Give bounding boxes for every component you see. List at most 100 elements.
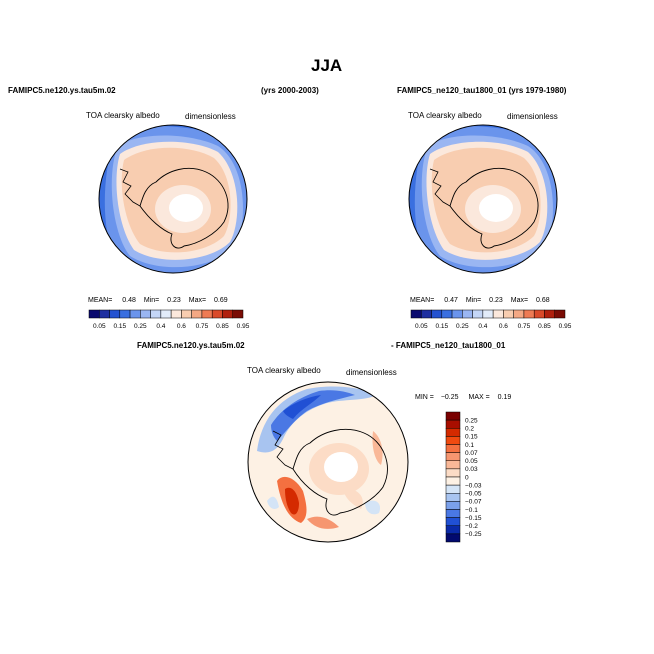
panel3-colorbar-swatch — [445, 436, 461, 445]
panel2-colorbar-swatch — [421, 309, 432, 319]
panel2-colorbar-swatch — [431, 309, 443, 319]
panel1-colorbar-swatch — [129, 309, 141, 319]
panel3-colorbar: 0.250.20.150.10.070.050.030−0.03−0.05−0.… — [445, 411, 482, 543]
panel2-units: dimensionless — [507, 112, 558, 121]
panel3-colorbar-swatch — [445, 411, 461, 421]
panel3-colorbar-tick-label: 0.05 — [465, 458, 478, 465]
panel3-colorbar-swatch — [445, 428, 461, 437]
panel2-colorbar-tick-label: 0.6 — [499, 323, 508, 330]
panel2-colorbar-tick-label: 0.15 — [435, 323, 448, 330]
panel2-colorbar-tick-label: 0.05 — [415, 323, 428, 330]
panel2-field — [409, 125, 557, 273]
panel2-colorbar-tick-label: 0.25 — [456, 323, 469, 330]
panel1-colorbar-tick-label: 0.25 — [134, 323, 147, 330]
panel3-colorbar-tick-label: 0.07 — [465, 450, 478, 457]
panel2-max-value: 0.68 — [536, 297, 550, 304]
panel2-stats: MEAN= 0.47 Min= 0.23 Max= 0.68 — [410, 297, 550, 304]
panel1-variable: TOA clearsky albedo — [86, 111, 160, 120]
panel1-colorbar-swatch — [181, 309, 192, 319]
panel3-colorbar-tick-label: −0.03 — [465, 482, 482, 489]
panel1-mean-label: MEAN= — [88, 297, 113, 304]
panel3-stats: MIN = −0.25 MAX = 0.19 — [415, 394, 511, 401]
panel3-max-value: 0.19 — [497, 394, 512, 401]
panel1-colorbar-swatch — [140, 309, 151, 319]
panel3-colorbar-tick-label: −0.2 — [465, 523, 478, 530]
panel2-colorbar-swatch — [492, 309, 504, 319]
panel2-colorbar-swatch — [523, 309, 535, 319]
panel3-colorbar-tick-label: 0 — [465, 474, 469, 481]
panel1-colorbar-swatch — [232, 309, 244, 319]
panel3-colorbar-swatch — [445, 517, 461, 526]
panel2-colorbar-swatch — [544, 309, 555, 319]
panel3-colorbar-swatch — [445, 509, 461, 518]
diff-case-a-label: FAMIPC5.ne120.ys.tau5m.02 — [137, 341, 245, 350]
diff-case-b-label: - FAMIPC5_ne120_tau1800_01 — [391, 341, 506, 350]
panel2-colorbar-swatch — [482, 309, 494, 319]
panel2-colorbar-tick-label: 0.4 — [478, 323, 487, 330]
page-title: JJA — [311, 56, 343, 75]
panel1-colorbar-swatch — [160, 309, 172, 319]
panel1-stats: MEAN= 0.48 Min= 0.23 Max= 0.69 — [88, 297, 228, 304]
panel3-colorbar-swatch — [445, 460, 461, 470]
right-case-label: FAMIPC5_ne120_tau1800_01 (yrs 1979-1980) — [397, 86, 567, 95]
panel1-colorbar-tick-label: 0.6 — [177, 323, 186, 330]
panel1-colorbar-swatch — [222, 309, 233, 319]
panel2-min-value: 0.23 — [489, 297, 503, 304]
panel1-colorbar-swatch — [201, 309, 213, 319]
panel1-colorbar-swatch — [191, 309, 203, 319]
panel3-colorbar-tick-label: 0.25 — [465, 417, 478, 424]
panel2-min-label: Min= — [465, 297, 482, 304]
panel3-colorbar-tick-label: 0.2 — [465, 426, 474, 433]
panel1-field — [99, 125, 247, 273]
panel2-colorbar-swatch — [451, 309, 463, 319]
panel3-colorbar-tick-label: 0.15 — [465, 434, 478, 441]
panel3-colorbar-tick-label: 0.03 — [465, 466, 478, 473]
panel2-mean-label: MEAN= — [410, 297, 435, 304]
panel1-colorbar-swatch — [211, 309, 223, 319]
panel1-colorbar-tick-label: 0.05 — [93, 323, 106, 330]
panel3-colorbar-tick-label: −0.25 — [465, 531, 482, 538]
panel3-colorbar-swatch — [445, 533, 461, 543]
panel1-map — [98, 124, 248, 274]
panel1-mean-value: 0.48 — [122, 297, 136, 304]
panel1-units: dimensionless — [185, 112, 236, 121]
panel2-colorbar-swatch — [462, 309, 473, 319]
panel2-colorbar-swatch — [441, 309, 453, 319]
panel1-colorbar-swatch — [170, 309, 182, 319]
panel3-max-label: MAX = — [468, 394, 490, 401]
panel1-colorbar-swatch — [99, 309, 110, 319]
panel3-min-label: MIN = — [415, 394, 434, 401]
panel2-colorbar-tick-label: 0.85 — [538, 323, 551, 330]
panel2-variable: TOA clearsky albedo — [408, 111, 482, 120]
panel3-min-value: −0.25 — [440, 394, 459, 401]
panel3-colorbar-swatch — [445, 476, 461, 486]
panel3-colorbar-swatch — [445, 468, 461, 478]
panel2-colorbar-swatch — [410, 309, 422, 319]
panel3-variable: TOA clearsky albedo — [247, 366, 321, 375]
panel1-colorbar-tick-label: 0.95 — [237, 323, 250, 330]
panel3-colorbar-tick-label: −0.1 — [465, 507, 478, 514]
panel1-min-value: 0.23 — [167, 297, 181, 304]
panel2-max-label: Max= — [510, 297, 529, 304]
left-case-label: FAMIPC5.ne120.ys.tau5m.02 — [8, 86, 116, 95]
panel3-map — [247, 381, 409, 543]
panel2-mean-value: 0.47 — [444, 297, 458, 304]
panel1-max-value: 0.69 — [214, 297, 228, 304]
panel2-colorbar: 0.05 0.15 0.25 0.4 0.6 0.75 0.85 0.95 — [410, 309, 572, 330]
panel3-colorbar-tick-label: −0.05 — [465, 491, 482, 498]
panel3-colorbar-swatch — [445, 484, 461, 494]
panel3-colorbar-swatch — [445, 452, 461, 461]
panel1-colorbar-swatch — [119, 309, 131, 319]
panel3-colorbar-swatch — [445, 525, 461, 535]
panel1-colorbar: 0.05 0.15 0.25 0.4 0.6 0.75 0.85 0.95 — [88, 309, 250, 330]
panel3-colorbar-swatch — [445, 493, 461, 502]
panel3-colorbar-swatch — [445, 444, 461, 453]
panel3-colorbar-tick-label: −0.15 — [465, 515, 482, 522]
panel3-colorbar-swatch — [445, 419, 461, 429]
panel2-colorbar-swatch — [472, 309, 484, 319]
panel1-colorbar-tick-label: 0.75 — [196, 323, 209, 330]
panel1-colorbar-swatch — [88, 309, 100, 319]
panel2-colorbar-tick-label: 0.75 — [518, 323, 531, 330]
panel3-units: dimensionless — [346, 368, 397, 377]
panel3-field — [248, 382, 408, 542]
